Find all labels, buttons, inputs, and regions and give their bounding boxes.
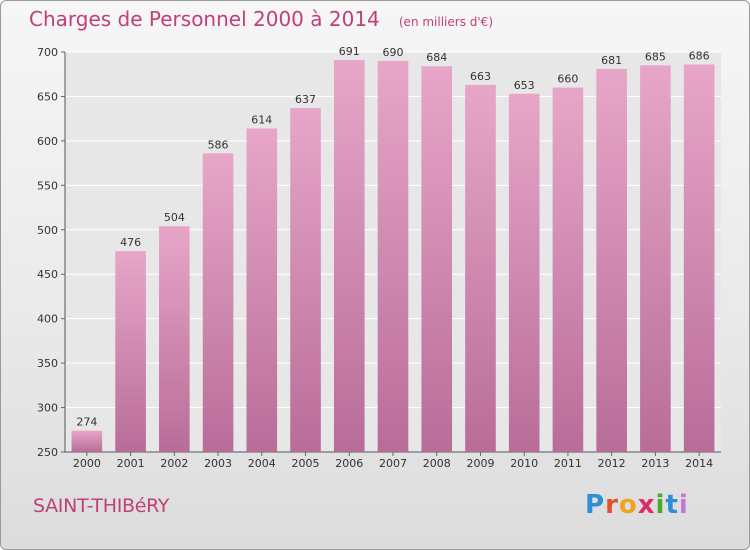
- bar: [115, 251, 146, 452]
- logo-letter: P: [585, 490, 606, 520]
- logo-letter: i: [678, 490, 689, 520]
- x-tick-label: 2014: [685, 457, 713, 470]
- bar: [202, 153, 234, 453]
- x-tick-label: 2001: [117, 457, 145, 470]
- bar: [508, 93, 540, 453]
- bar-value-label: 504: [164, 211, 185, 224]
- bar: [246, 128, 278, 452]
- logo-letter: o: [618, 490, 638, 520]
- bar: [71, 430, 103, 452]
- bar-value-label: 690: [383, 46, 404, 59]
- bar: [552, 87, 584, 453]
- bar: [159, 226, 190, 452]
- y-tick-label: 600: [37, 135, 58, 148]
- y-tick-label: 500: [37, 224, 58, 237]
- chart-subtitle: (en milliers d'€): [398, 15, 493, 29]
- x-tick-label: 2006: [335, 457, 363, 470]
- bar-value-label: 686: [689, 49, 710, 62]
- x-tick-label: 2004: [248, 457, 276, 470]
- chart-header: Charges de Personnel 2000 à 2014 (en mil…: [29, 7, 493, 31]
- bar-value-label: 663: [470, 70, 491, 83]
- bar-value-label: 476: [120, 236, 141, 249]
- bar-value-label: 691: [339, 45, 360, 58]
- y-tick-label: 350: [37, 357, 58, 370]
- x-tick-label: 2000: [73, 457, 101, 470]
- commune-name: SAINT-THIBéRY: [33, 495, 170, 517]
- x-tick-label: 2005: [292, 457, 320, 470]
- bar-value-label: 637: [295, 93, 316, 106]
- bar-value-label: 685: [645, 50, 666, 63]
- y-tick-label: 250: [37, 446, 58, 459]
- y-tick-label: 550: [37, 179, 58, 192]
- bar: [640, 65, 671, 452]
- y-tick-label: 400: [37, 313, 58, 326]
- y-tick-label: 300: [37, 402, 58, 415]
- bar: [290, 108, 321, 452]
- proxiti-logo: Proxiti: [585, 490, 689, 520]
- bar-value-label: 274: [76, 416, 97, 429]
- bar: [377, 60, 409, 453]
- bar-value-label: 660: [557, 73, 578, 86]
- bar: [333, 60, 365, 452]
- bar-value-label: 586: [208, 138, 229, 151]
- x-tick-label: 2008: [423, 457, 451, 470]
- x-tick-label: 2007: [379, 457, 407, 470]
- y-tick-label: 450: [37, 268, 58, 281]
- logo-letter: t: [665, 490, 679, 520]
- bar: [465, 84, 496, 452]
- logo-letter: r: [605, 490, 619, 520]
- bar: [596, 68, 627, 452]
- bar: [421, 66, 453, 452]
- x-tick-label: 2011: [554, 457, 582, 470]
- bar-value-label: 681: [601, 54, 622, 67]
- bar-value-label: 653: [514, 79, 535, 92]
- y-tick-label: 700: [37, 46, 58, 59]
- bar-value-label: 684: [426, 51, 447, 64]
- y-tick-label: 650: [37, 90, 58, 103]
- x-tick-label: 2009: [466, 457, 494, 470]
- x-tick-label: 2003: [204, 457, 232, 470]
- chart-title: Charges de Personnel 2000 à 2014: [29, 7, 380, 31]
- x-tick-label: 2012: [598, 457, 626, 470]
- x-tick-label: 2010: [510, 457, 538, 470]
- x-tick-label: 2002: [160, 457, 188, 470]
- bar-value-label: 614: [251, 113, 272, 126]
- x-tick-label: 2013: [641, 457, 669, 470]
- logo-letter: i: [655, 490, 666, 520]
- bar: [683, 64, 715, 452]
- logo-letter: x: [637, 490, 656, 520]
